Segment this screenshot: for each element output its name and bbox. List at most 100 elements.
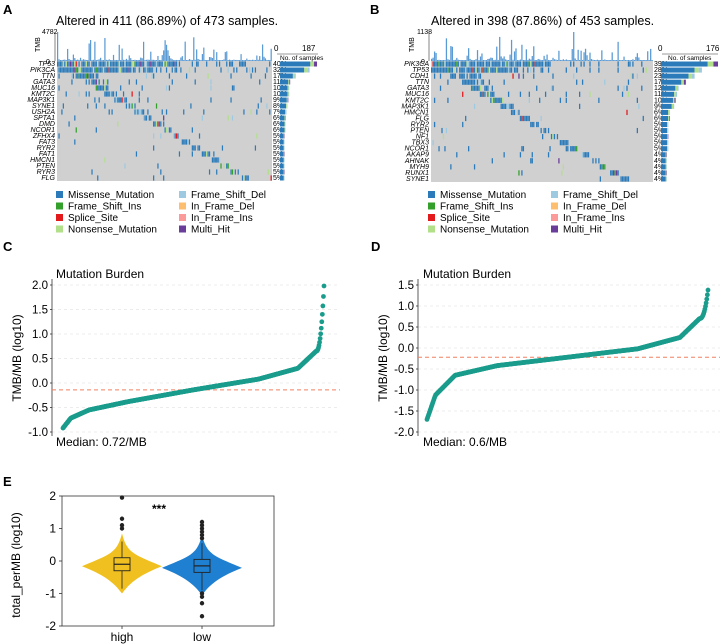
mutation-cell [534,61,536,67]
tmb-bar [533,46,535,61]
mutation-cell [456,61,458,67]
mutation-cell [512,109,514,116]
mutation-cell [112,61,115,67]
tmb-bar [114,59,116,61]
mutation-cell [134,103,136,109]
tmb-bar [531,56,533,61]
tmb-bar [470,59,473,61]
mutation-cell [101,85,103,91]
mutation-cell [522,67,525,73]
mutation-cell [476,79,479,85]
mutation-cell [173,133,175,139]
gene-percent: 5% [654,146,664,153]
tmb-bar [58,59,60,61]
tmb-bar [118,44,120,61]
tmb-bar [79,57,82,61]
mutation-cell [59,67,62,73]
mutation-cell [488,61,490,67]
mutation-cell [92,79,95,85]
tmb-bar [62,59,64,61]
mutation-cell [527,115,529,122]
mutation-cell [81,61,83,67]
mutation-cell [88,73,90,79]
gene-bar-missense [280,157,284,163]
gene-label: NF1 [416,134,429,141]
tmb-bar [134,59,136,61]
tmb-bar [213,49,215,61]
mutation-cell [223,163,225,169]
mutation-cell [143,115,145,121]
mutation-cell [460,61,462,67]
tmb-bar [69,59,72,61]
mutation-cell [552,73,554,79]
gene-bar-missense [661,115,669,121]
mutation-cell [62,61,64,67]
tmb-bar [610,59,612,61]
mutation-cell [153,175,155,181]
gene-percent: 9% [654,103,664,110]
mutation-cell [478,85,480,91]
gene-bar-missense [661,140,667,146]
tmb-bar [540,60,542,61]
mutation-cell [128,67,130,73]
mutation-cell [65,67,67,73]
mutation-cell [453,61,455,67]
mutation-cell [191,127,193,133]
tmb-bar [170,58,172,61]
gene-percent: 4% [654,164,664,171]
tmb-bar [438,59,440,61]
mutation-cell [453,73,455,79]
tmb-bar [469,58,471,61]
mutation-cell [479,67,482,73]
mutation-cell [237,169,239,175]
mutation-cell [507,61,510,67]
panel-e-plot: 2 1 0 -1 -2 high low [45,489,275,644]
mutation-cell [470,61,473,67]
tmb-bar [181,56,183,61]
mutation-cell [231,169,234,175]
mutation-cell [143,61,145,67]
tmb-bar [220,59,222,61]
mutation-cell [497,67,499,73]
tmb-bar [132,59,135,61]
gene-label: SYNE1 [32,103,55,110]
mutation-cell [135,151,138,157]
tmb-bar [638,57,640,61]
mutation-cell [485,67,488,73]
tmb-bar [447,59,449,61]
gene-bar-other [667,146,669,152]
gene-bar-other [669,115,670,121]
gene-label: FAT3 [39,139,55,146]
tmb-bar [59,59,62,61]
tmb-bar [617,41,619,61]
mutation-cell [540,61,542,67]
tmb-bar [577,49,579,61]
mutation-cell [544,61,547,67]
mutation-cell [174,133,176,139]
gene-bar-missense [280,73,293,79]
tmb-bar [165,44,168,61]
mutation-cell [466,61,468,67]
mutation-cell [462,121,464,128]
mutation-cell [95,73,97,79]
mutation-cell [193,145,195,151]
mutation-cell [128,103,130,109]
tmb-bar [141,58,143,61]
mutation-cell [454,73,456,79]
gene-percent: 4% [654,158,664,165]
mutation-cell [67,61,69,67]
mutation-cell [131,91,133,97]
gene-label: KMT2C [31,91,56,98]
mutation-cell [475,79,477,85]
mutation-cell [218,157,221,163]
mutation-cell [445,67,448,73]
mutation-cell [254,67,257,73]
gene-label: PTEN [410,128,430,135]
mutation-cell [140,67,142,73]
tmb-bar [270,48,272,61]
mutation-cell [499,97,501,103]
panel-a-bar-axis-min: 0 [274,44,279,53]
mutation-cell [562,164,564,170]
gene-percent: 5% [654,128,664,135]
mutation-cell [447,61,449,67]
